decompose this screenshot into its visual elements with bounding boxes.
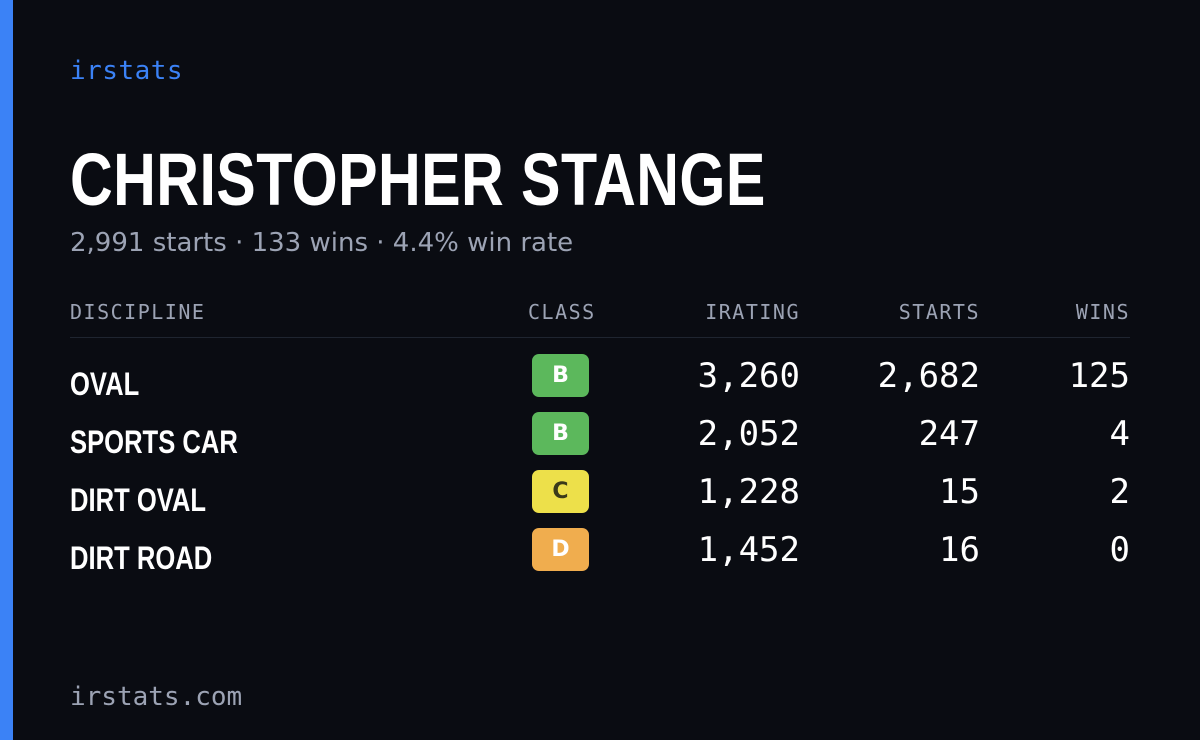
header-discipline: DISCIPLINE (70, 300, 206, 324)
stats-table: DISCIPLINE CLASS IRATING STARTS WINS OVA… (70, 298, 1130, 586)
irating-value: 3,260 (697, 356, 800, 396)
class-badge: B (532, 354, 589, 397)
irating-value: 2,052 (697, 414, 800, 454)
starts-value: 15 (939, 472, 980, 512)
irating-value: 1,452 (697, 530, 800, 570)
driver-name: CHRISTOPHER STANGE (70, 138, 766, 221)
wins-value: 0 (1109, 530, 1130, 570)
starts-value: 2,682 (877, 356, 980, 396)
table-row: SPORTS CAR B 2,052 247 4 (70, 412, 1130, 470)
discipline-name: DIRT OVAL (70, 482, 207, 518)
table-row: DIRT OVAL C 1,228 15 2 (70, 470, 1130, 528)
header-wins: WINS (1075, 300, 1130, 324)
table-row: OVAL B 3,260 2,682 125 (70, 354, 1130, 412)
starts-value: 247 (918, 414, 980, 454)
class-badge: B (532, 412, 589, 455)
irating-value: 1,228 (697, 472, 800, 512)
discipline-name: OVAL (70, 366, 140, 402)
accent-bar (0, 0, 13, 740)
class-badge: C (532, 470, 589, 513)
wins-value: 4 (1109, 414, 1130, 454)
wins-value: 125 (1068, 356, 1130, 396)
class-badge: D (532, 528, 589, 571)
wins-value: 2 (1109, 472, 1130, 512)
header-class: CLASS (528, 300, 596, 324)
table-header: DISCIPLINE CLASS IRATING STARTS WINS (70, 298, 1130, 338)
table-row: DIRT ROAD D 1,452 16 0 (70, 528, 1130, 586)
discipline-name: DIRT ROAD (70, 540, 213, 576)
starts-value: 16 (939, 530, 980, 570)
header-starts: STARTS (898, 300, 980, 324)
footer-url: irstats.com (70, 682, 243, 712)
table-body: OVAL B 3,260 2,682 125 SPORTS CAR B 2,05… (70, 354, 1130, 586)
brand-logo-text: irstats (70, 56, 184, 86)
discipline-name: SPORTS CAR (70, 424, 238, 460)
header-irating: IRATING (705, 300, 800, 324)
driver-summary: 2,991 starts · 133 wins · 4.4% win rate (70, 228, 574, 258)
